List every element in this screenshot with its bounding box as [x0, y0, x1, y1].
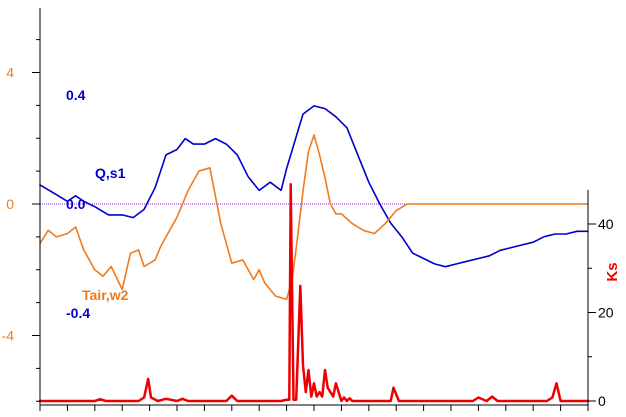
- series-line-tair-w2: [39, 134, 589, 301]
- series-line-ks: [38, 182, 590, 403]
- series-line-q-s1: [39, 105, 589, 268]
- inner-axis-tick-label: -0.4: [66, 305, 90, 321]
- label-layer: -4 0 4 -0.4 0.0 0.4 0 20 40 Ks Q,s1 Tair,w2: [2, 65, 621, 410]
- series-layer: [38, 105, 590, 403]
- left-axis-tick-label: 4: [6, 65, 14, 81]
- right-axis-tick-label: 40: [598, 216, 614, 232]
- series-annotation: Tair,w2: [82, 287, 129, 303]
- right-axis-tick-label: 20: [598, 305, 614, 321]
- left-axis-tick-label: -4: [2, 328, 15, 344]
- inner-axis-tick-label: 0.4: [66, 87, 86, 103]
- series-annotation: Q,s1: [95, 165, 126, 181]
- axis-layer: [32, 8, 596, 411]
- left-axis-tick-label: 0: [6, 196, 14, 212]
- inner-axis-tick-label: 0.0: [66, 196, 86, 212]
- right-axis-tick-label: 0: [598, 393, 606, 409]
- right-axis-label: Ks: [604, 262, 621, 281]
